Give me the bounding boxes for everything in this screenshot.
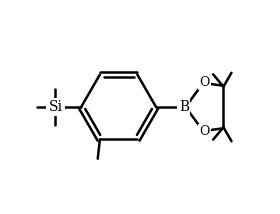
Text: B: B [179,100,189,114]
Text: O: O [199,76,209,89]
Text: O: O [199,125,209,138]
Text: Si: Si [48,100,62,114]
